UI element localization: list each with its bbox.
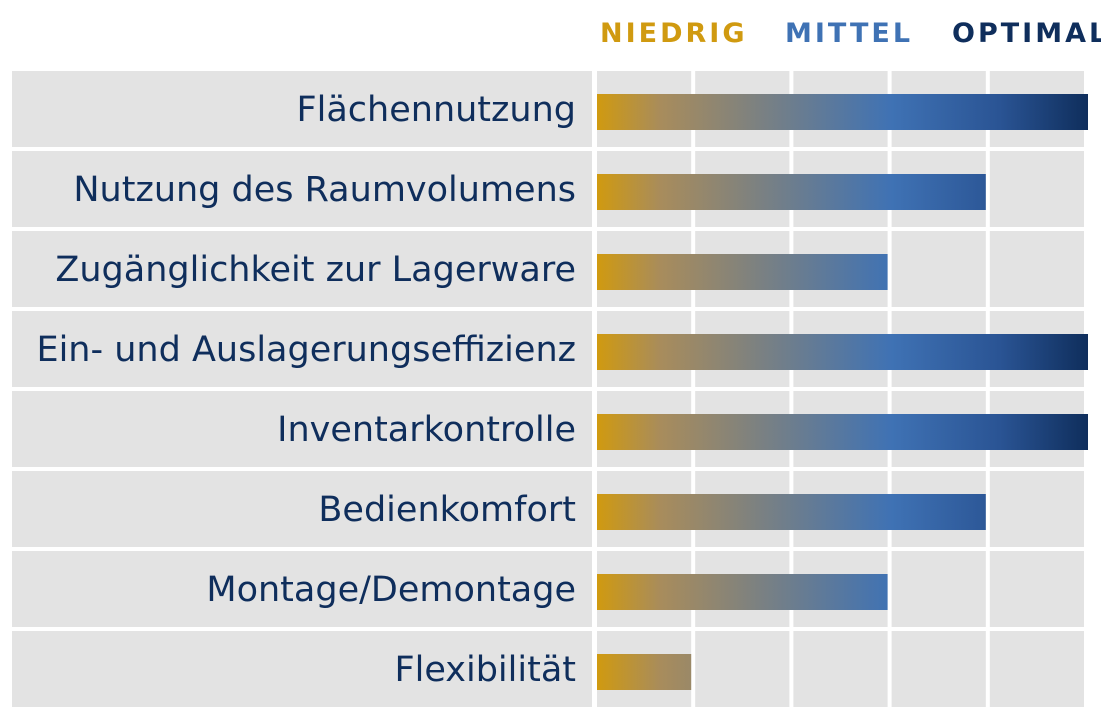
bar [597, 254, 888, 290]
chart-row: Ein- und Auslagerungseffizienz [12, 311, 1088, 387]
grid-cell [989, 631, 1084, 707]
category-label: Montage/Demontage [206, 570, 576, 610]
grid-cell [891, 231, 986, 307]
category-label: Zugänglichkeit zur Lagerware [55, 250, 576, 290]
chart-row: Inventarkontrolle [12, 391, 1088, 467]
category-label: Inventarkontrolle [277, 410, 576, 450]
chart-rows: Flächennutzung Nutzung des Raumvolumens Zu… [12, 71, 1088, 707]
scale-label-optimal: OPTIMAL [952, 18, 1101, 49]
row-label-background [12, 311, 592, 387]
row-label-background [12, 71, 592, 147]
grid-cell [989, 151, 1084, 227]
grid-cell [695, 631, 790, 707]
bar [597, 494, 986, 530]
category-label: Flexibilität [395, 650, 577, 690]
bar [597, 414, 1088, 450]
category-label: Ein- und Auslagerungseffizienz [36, 330, 576, 370]
row-label-background [12, 631, 592, 707]
chart-row: Zugänglichkeit zur Lagerware [12, 231, 1084, 307]
scale-legend: NIEDRIG MITTEL OPTIMAL [600, 18, 1101, 49]
chart-row: Flexibilität [12, 631, 1084, 707]
chart-row: Bedienkomfort [12, 471, 1084, 547]
bar [597, 574, 888, 610]
grid-cell [989, 471, 1084, 547]
category-label: Bedienkomfort [318, 490, 576, 530]
chart-row: Flächennutzung [12, 71, 1088, 147]
row-label-background [12, 231, 592, 307]
row-label-background [12, 471, 592, 547]
category-label: Flächennutzung [297, 90, 577, 130]
grid-cell [989, 551, 1084, 627]
grid-cell [891, 551, 986, 627]
scale-label-mittel: MITTEL [785, 18, 913, 49]
row-label-background [12, 551, 592, 627]
row-label-background [12, 151, 592, 227]
bar [597, 94, 1088, 130]
grid-cell [891, 631, 986, 707]
grid-cell [989, 231, 1084, 307]
chart-row: Nutzung des Raumvolumens [12, 151, 1084, 227]
bar [597, 174, 986, 210]
category-label: Nutzung des Raumvolumens [73, 170, 576, 210]
chart-row: Montage/Demontage [12, 551, 1084, 627]
grid-cell [793, 631, 888, 707]
bar [597, 654, 692, 690]
row-label-background [12, 391, 592, 467]
bar [597, 334, 1088, 370]
scale-label-niedrig: NIEDRIG [600, 18, 748, 49]
